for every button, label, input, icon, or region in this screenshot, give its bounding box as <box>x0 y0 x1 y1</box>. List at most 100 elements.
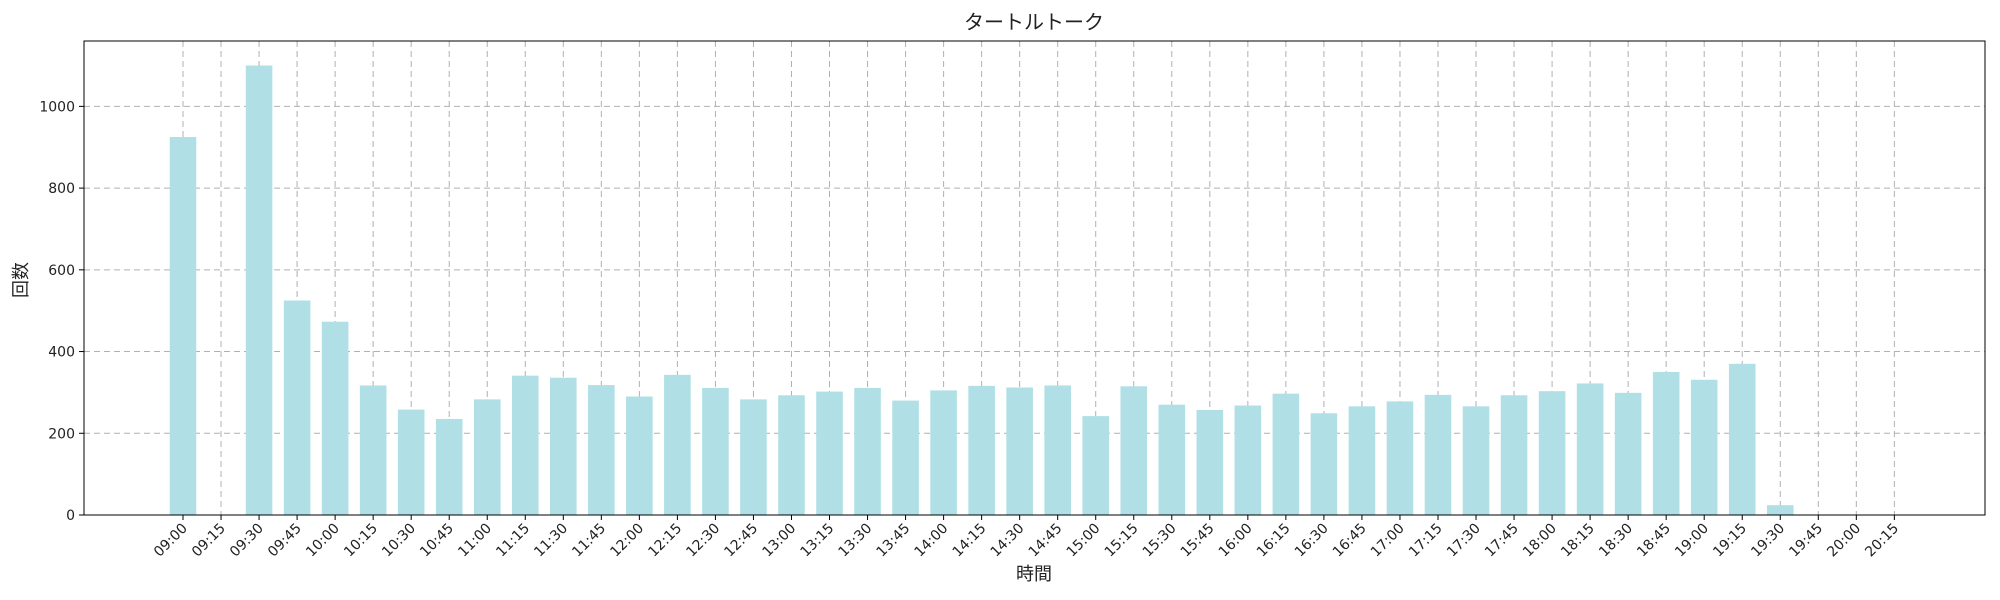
chart-title: タートルトーク <box>964 10 1104 34</box>
x-tick-label: 13:15 <box>797 521 837 561</box>
x-tick-label: 16:30 <box>1292 521 1332 561</box>
bar <box>1690 379 1718 515</box>
x-tick-label: 19:45 <box>1786 521 1826 561</box>
bar <box>359 385 387 515</box>
x-tick-label: 18:45 <box>1634 521 1674 561</box>
bar <box>1500 395 1528 515</box>
x-tick-label: 09:30 <box>227 521 267 561</box>
bar <box>1044 385 1071 515</box>
x-tick-label: 12:30 <box>683 521 723 561</box>
bar <box>1576 383 1604 515</box>
x-tick-label: 16:15 <box>1254 521 1294 561</box>
bar <box>1082 416 1110 515</box>
bar <box>892 400 919 515</box>
x-tick-label: 09:15 <box>189 521 229 561</box>
bar <box>1234 405 1262 515</box>
bar <box>588 385 615 515</box>
x-tick-label: 10:45 <box>417 521 457 561</box>
bar <box>1158 404 1186 515</box>
bar <box>854 387 881 515</box>
x-tick-label: 10:00 <box>303 521 343 561</box>
bar <box>1766 505 1794 515</box>
x-tick-label: 16:45 <box>1330 521 1370 561</box>
y-tick-label: 1000 <box>39 99 75 115</box>
x-tick-label: 20:15 <box>1862 521 1902 561</box>
x-tick-label: 10:15 <box>341 521 381 561</box>
bar <box>1196 409 1224 515</box>
bar <box>740 399 767 515</box>
bar <box>1310 413 1338 515</box>
x-tick-label: 10:30 <box>379 521 419 561</box>
bar <box>473 399 501 515</box>
x-tick-label: 18:15 <box>1558 521 1598 561</box>
bar <box>1006 387 1033 515</box>
bar <box>1462 406 1490 515</box>
x-tick-label: 15:15 <box>1102 521 1142 561</box>
bar <box>1120 386 1148 515</box>
x-tick-label: 18:00 <box>1520 521 1560 561</box>
x-tick-label: 09:00 <box>151 521 191 561</box>
bar <box>930 390 957 515</box>
bar <box>1424 394 1452 515</box>
bar <box>778 395 805 515</box>
x-tick-label: 14:00 <box>912 521 952 561</box>
x-tick-label: 11:30 <box>531 521 571 561</box>
bar <box>1348 406 1376 515</box>
x-tick-label: 14:15 <box>950 521 990 561</box>
x-tick-label: 11:45 <box>569 521 609 561</box>
bar <box>1614 392 1642 515</box>
x-tick-label: 09:45 <box>265 521 305 561</box>
bar <box>664 374 691 515</box>
y-tick-label: 200 <box>48 426 75 442</box>
x-tick-label: 14:45 <box>1026 521 1066 561</box>
x-tick-label: 20:00 <box>1824 521 1864 561</box>
y-axis-label: 回数 <box>11 262 32 298</box>
bar <box>321 321 349 515</box>
bar <box>1728 363 1756 515</box>
x-tick-label: 17:45 <box>1482 521 1522 561</box>
bar <box>816 391 843 515</box>
x-tick-label: 17:00 <box>1368 521 1408 561</box>
x-tick-label: 12:00 <box>607 521 647 561</box>
x-tick-label: 18:30 <box>1596 521 1636 561</box>
x-tick-label: 19:30 <box>1748 521 1788 561</box>
bar <box>550 377 577 515</box>
bar <box>397 409 425 515</box>
x-tick-label: 16:00 <box>1216 521 1256 561</box>
bar <box>435 418 463 515</box>
y-tick-label: 600 <box>48 263 75 279</box>
bar <box>1272 393 1300 515</box>
x-tick-label: 13:30 <box>836 521 876 561</box>
x-tick-label: 15:00 <box>1064 521 1104 561</box>
x-axis-label: 時間 <box>1016 564 1052 585</box>
x-tick-label: 15:45 <box>1178 521 1218 561</box>
x-tick-label: 11:15 <box>493 521 533 561</box>
x-tick-label: 15:30 <box>1140 521 1180 561</box>
bar <box>1386 401 1414 515</box>
bar <box>511 375 539 515</box>
bars <box>169 65 1794 515</box>
plot-frame <box>83 40 1986 516</box>
x-tick-label: 14:30 <box>988 521 1028 561</box>
y-tick-label: 0 <box>66 508 75 524</box>
x-tick-label: 13:00 <box>759 521 799 561</box>
x-tick-label: 12:45 <box>721 521 761 561</box>
x-tick-label: 19:15 <box>1710 521 1750 561</box>
x-tick-label: 17:15 <box>1406 521 1446 561</box>
bar <box>968 385 995 515</box>
bar <box>283 300 311 515</box>
y-tick-label: 800 <box>48 181 75 197</box>
x-tick-label: 19:00 <box>1672 521 1712 561</box>
x-tick-label: 11:00 <box>455 521 495 561</box>
y-tick-label: 400 <box>48 345 75 361</box>
bar <box>1538 391 1566 515</box>
bar <box>169 137 197 515</box>
bar <box>626 396 653 515</box>
x-tick-label: 13:45 <box>874 521 914 561</box>
x-tick-label: 17:30 <box>1444 521 1484 561</box>
bar <box>245 65 273 515</box>
bar <box>1652 371 1680 515</box>
x-tick-label: 12:15 <box>645 521 685 561</box>
bar <box>702 387 729 515</box>
